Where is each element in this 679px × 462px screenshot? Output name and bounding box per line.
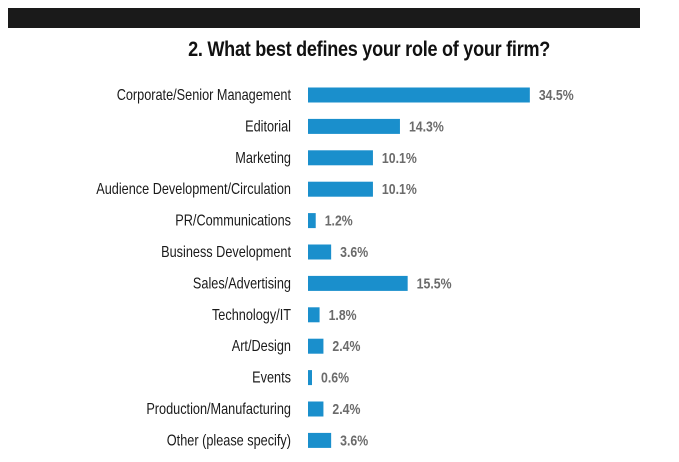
value-label: 3.6%	[340, 432, 368, 448]
category-label: Editorial	[245, 118, 291, 135]
category-label: Technology/IT	[212, 307, 291, 324]
category-label: Art/Design	[232, 338, 291, 355]
bar	[308, 181, 373, 197]
value-label: 10.1%	[382, 181, 417, 197]
top-header-band	[8, 8, 640, 28]
category-label: Marketing	[235, 150, 291, 167]
bar	[308, 275, 408, 291]
category-label: PR/Communications	[175, 212, 291, 229]
category-label: Corporate/Senior Management	[117, 87, 291, 104]
value-label: 3.6%	[340, 244, 368, 260]
value-label: 2.4%	[332, 401, 360, 417]
value-label: 10.1%	[382, 150, 417, 166]
category-label: Production/Manufacturing	[146, 401, 291, 418]
bar	[308, 370, 312, 386]
value-label: 1.8%	[329, 307, 357, 323]
chart-title: 2. What best defines your role of your f…	[188, 38, 551, 61]
value-label: 2.4%	[332, 338, 360, 354]
category-label: Other (please specify)	[167, 432, 291, 449]
value-label: 1.2%	[325, 212, 353, 228]
value-label: 34.5%	[539, 87, 574, 103]
category-label: Events	[252, 369, 291, 386]
bar	[308, 87, 530, 103]
value-label: 14.3%	[409, 118, 444, 134]
category-label: Audience Development/Circulation	[96, 181, 291, 198]
bar	[308, 401, 324, 417]
bar	[308, 150, 373, 166]
bar	[308, 213, 316, 229]
bar	[308, 307, 320, 323]
value-label: 15.5%	[417, 275, 452, 291]
category-label: Sales/Advertising	[193, 275, 291, 292]
bar	[308, 118, 400, 134]
bar	[308, 244, 332, 260]
value-label: 0.6%	[321, 369, 349, 385]
category-label: Business Development	[161, 244, 291, 261]
bar	[308, 432, 332, 448]
bar	[308, 338, 324, 354]
